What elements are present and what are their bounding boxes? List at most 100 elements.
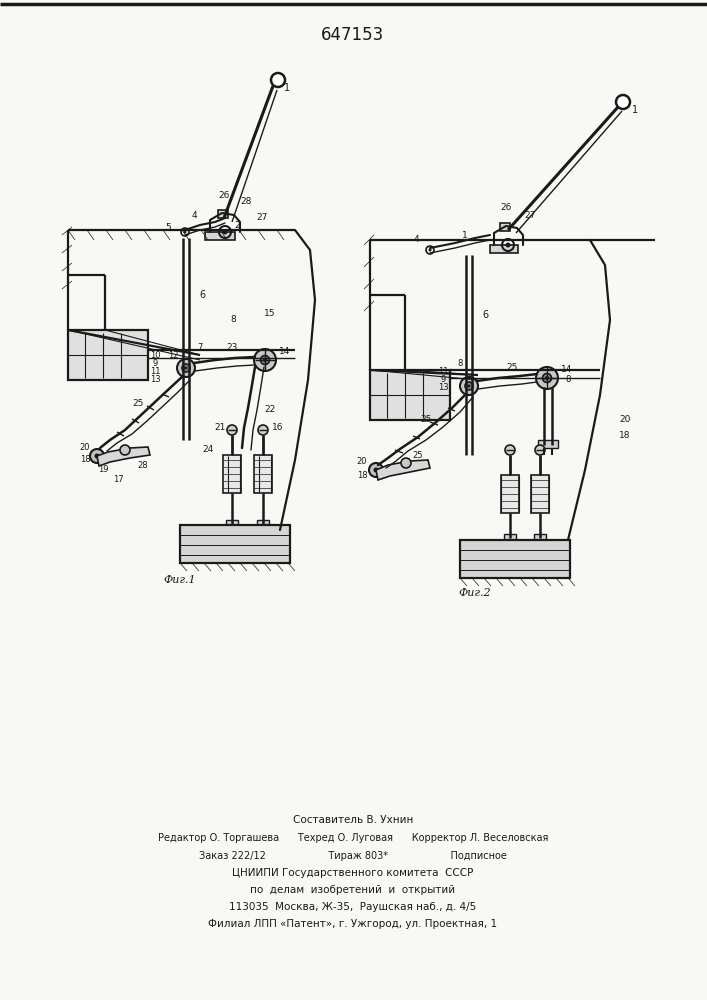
Bar: [218, 210, 228, 218]
Text: 23: 23: [226, 344, 238, 353]
Circle shape: [271, 73, 285, 87]
Circle shape: [616, 95, 630, 109]
Text: Фиг.2: Фиг.2: [459, 588, 491, 598]
Bar: [531, 475, 549, 513]
Bar: [534, 534, 546, 542]
Text: по  делам  изобретений  и  открытий: по делам изобретений и открытий: [250, 885, 455, 895]
Text: 25: 25: [421, 416, 432, 424]
Circle shape: [263, 358, 267, 362]
Text: 7: 7: [197, 344, 203, 353]
Circle shape: [467, 384, 470, 387]
Text: 25: 25: [132, 398, 144, 408]
Text: 6: 6: [199, 290, 205, 300]
Circle shape: [506, 242, 510, 247]
Text: 5: 5: [165, 224, 171, 232]
Circle shape: [428, 248, 431, 251]
Circle shape: [184, 231, 187, 233]
Circle shape: [373, 468, 378, 473]
Text: 11: 11: [438, 367, 448, 376]
Text: 12: 12: [168, 351, 178, 360]
Text: 9: 9: [440, 375, 445, 384]
Polygon shape: [376, 460, 430, 480]
Circle shape: [542, 373, 551, 382]
Circle shape: [535, 445, 545, 455]
Circle shape: [177, 359, 195, 377]
Text: 1: 1: [632, 105, 638, 115]
Circle shape: [120, 445, 130, 455]
Text: 4: 4: [191, 211, 197, 220]
Bar: [180, 525, 290, 563]
Text: 27: 27: [525, 211, 536, 220]
Text: Филиал ЛПП «Патент», г. Ужгород, ул. Проектная, 1: Филиал ЛПП «Патент», г. Ужгород, ул. Про…: [209, 919, 498, 929]
Text: ЦНИИПИ Государственного комитета  СССР: ЦНИИПИ Государственного комитета СССР: [233, 868, 474, 878]
Text: 20: 20: [80, 442, 90, 452]
Bar: [460, 540, 570, 578]
Text: 28: 28: [240, 198, 252, 207]
Text: 19: 19: [98, 466, 108, 475]
Circle shape: [545, 376, 549, 380]
Text: 6: 6: [482, 310, 488, 320]
Circle shape: [505, 445, 515, 455]
Text: 9: 9: [153, 359, 158, 367]
Bar: [68, 330, 148, 380]
Circle shape: [369, 463, 383, 477]
Circle shape: [182, 364, 190, 372]
Text: 20: 20: [619, 416, 631, 424]
Text: 18: 18: [619, 430, 631, 440]
Text: 17: 17: [112, 476, 123, 485]
Circle shape: [227, 425, 237, 435]
Text: 14: 14: [561, 365, 573, 374]
Circle shape: [258, 425, 268, 435]
Circle shape: [401, 458, 411, 468]
Text: 647153: 647153: [322, 26, 385, 44]
Text: 18: 18: [80, 456, 90, 464]
Bar: [504, 534, 516, 542]
Text: 8: 8: [566, 375, 571, 384]
Text: 16: 16: [272, 424, 284, 432]
Text: 1: 1: [284, 83, 290, 93]
Circle shape: [95, 454, 100, 458]
Bar: [490, 245, 518, 253]
Text: Редактор О. Торгашева      Техред О. Луговая      Корректор Л. Веселовская: Редактор О. Торгашева Техред О. Луговая …: [158, 833, 548, 843]
Text: 8: 8: [457, 359, 462, 367]
Bar: [223, 455, 241, 493]
Bar: [500, 223, 510, 231]
Text: 113035  Москва, Ж-35,  Раушская наб., д. 4/5: 113035 Москва, Ж-35, Раушская наб., д. 4…: [229, 902, 477, 912]
Text: 24: 24: [202, 446, 214, 454]
Text: 2: 2: [234, 222, 240, 231]
Text: 20: 20: [357, 458, 367, 466]
Text: 4: 4: [413, 235, 419, 244]
Text: 8: 8: [230, 316, 236, 324]
Text: Фиг.1: Фиг.1: [164, 575, 197, 585]
Text: 25: 25: [506, 363, 518, 372]
Circle shape: [260, 356, 269, 364]
Bar: [538, 440, 558, 448]
Text: 18: 18: [357, 471, 368, 480]
Text: 25: 25: [413, 450, 423, 460]
Text: 14: 14: [279, 348, 291, 357]
Circle shape: [465, 382, 473, 390]
Text: 22: 22: [264, 406, 276, 414]
Text: 13: 13: [150, 374, 160, 383]
Circle shape: [254, 349, 276, 371]
Circle shape: [223, 230, 228, 234]
Bar: [226, 520, 238, 528]
Text: 26: 26: [501, 204, 512, 213]
Circle shape: [460, 377, 478, 395]
Text: 10: 10: [150, 351, 160, 360]
Text: 28: 28: [138, 460, 148, 470]
Text: Составитель В. Ухнин: Составитель В. Ухнин: [293, 815, 413, 825]
Polygon shape: [97, 447, 150, 466]
Text: 26: 26: [218, 190, 230, 200]
Circle shape: [90, 449, 104, 463]
Bar: [254, 455, 272, 493]
Text: 1: 1: [462, 231, 468, 239]
Bar: [257, 520, 269, 528]
Bar: [501, 475, 519, 513]
Text: 15: 15: [264, 308, 276, 318]
Text: 21: 21: [214, 424, 226, 432]
Text: 13: 13: [438, 383, 448, 392]
Bar: [370, 370, 450, 420]
Text: 11: 11: [150, 366, 160, 375]
Text: 27: 27: [257, 214, 268, 223]
